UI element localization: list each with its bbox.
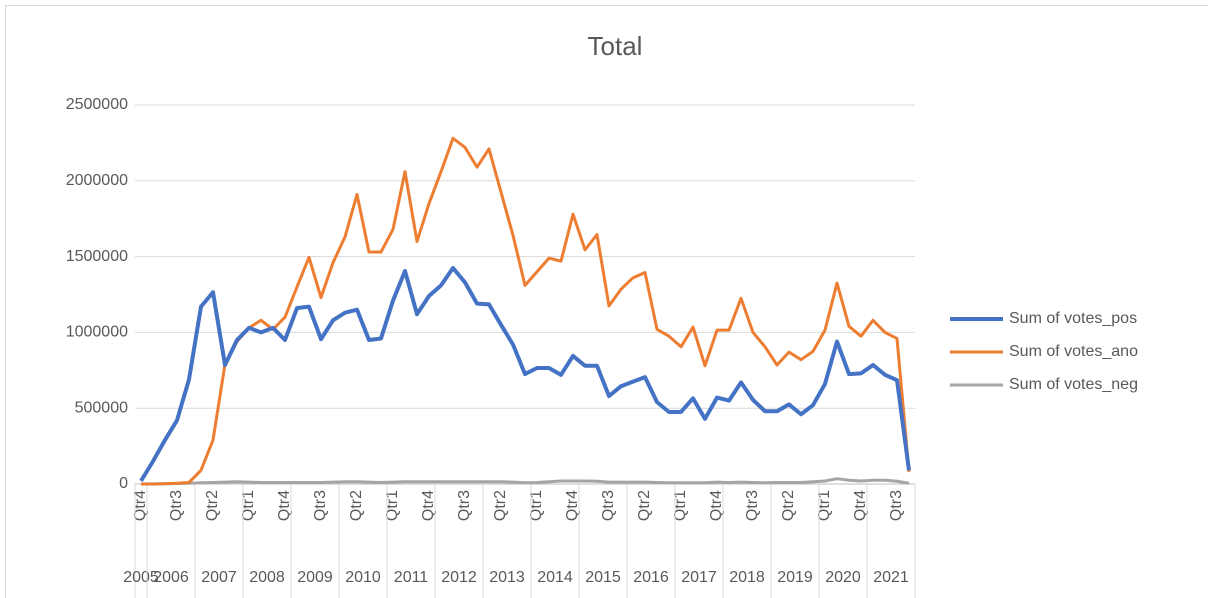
x-tick-label: Qtr1	[384, 490, 401, 521]
x-tick-label: Qtr1	[528, 490, 545, 521]
y-tick-label: 1500000	[66, 248, 128, 265]
x-tick-label: Qtr2	[636, 490, 653, 521]
x-tick-label: Qtr4	[708, 490, 725, 521]
series-line	[139, 265, 911, 483]
x-group-label: 2008	[249, 569, 285, 586]
x-tick-label: Qtr2	[780, 490, 797, 521]
x-tick-label: Qtr4	[420, 490, 437, 521]
x-group-label: 2018	[729, 569, 765, 586]
legend-label: Sum of votes_pos	[1009, 310, 1137, 327]
x-group-label: 2019	[777, 569, 813, 586]
x-group-label: 2021	[873, 569, 909, 586]
y-tick-label: 2500000	[66, 96, 128, 113]
x-tick-label: Qtr1	[816, 490, 833, 521]
x-tick-label: Qtr4	[132, 490, 149, 521]
y-tick-label: 1000000	[66, 324, 128, 341]
y-tick-label: 500000	[75, 399, 128, 416]
x-tick-label: Qtr4	[852, 490, 869, 521]
x-tick-label: Qtr3	[456, 490, 473, 521]
legend-label: Sum of votes_ano	[1009, 343, 1138, 360]
x-group-label: 2007	[201, 569, 237, 586]
x-tick-label: Qtr3	[888, 490, 905, 521]
x-group-label: 2006	[153, 569, 189, 586]
x-group-label: 2020	[825, 569, 861, 586]
x-tick-label: Qtr2	[204, 490, 221, 521]
x-tick-label: Qtr1	[240, 490, 257, 521]
x-group-label: 2005	[123, 569, 159, 586]
series-line	[140, 477, 910, 486]
x-group-label: 2012	[441, 569, 477, 586]
x-group-label: 2010	[345, 569, 381, 586]
y-tick-label: 2000000	[66, 172, 128, 189]
x-tick-label: Qtr1	[672, 490, 689, 521]
x-group-label: 2015	[585, 569, 621, 586]
x-tick-label: Qtr3	[168, 490, 185, 521]
legend-label: Sum of votes_neg	[1009, 376, 1138, 393]
series-line	[141, 136, 911, 486]
y-tick-label: 0	[119, 475, 128, 492]
x-group-label: 2017	[681, 569, 717, 586]
x-group-label: 2014	[537, 569, 573, 586]
x-group-label: 2011	[394, 569, 429, 586]
x-group-label: 2009	[297, 569, 333, 586]
x-tick-label: Qtr2	[492, 490, 509, 521]
x-tick-label: Qtr4	[564, 490, 581, 521]
x-tick-label: Qtr3	[744, 490, 761, 521]
x-tick-label: Qtr3	[600, 490, 617, 521]
x-tick-label: Qtr3	[312, 490, 329, 521]
x-tick-label: Qtr4	[276, 490, 293, 521]
x-group-label: 2016	[633, 569, 669, 586]
x-group-label: 2013	[489, 569, 525, 586]
chart-title: Total	[588, 31, 643, 61]
x-tick-label: Qtr2	[348, 490, 365, 521]
